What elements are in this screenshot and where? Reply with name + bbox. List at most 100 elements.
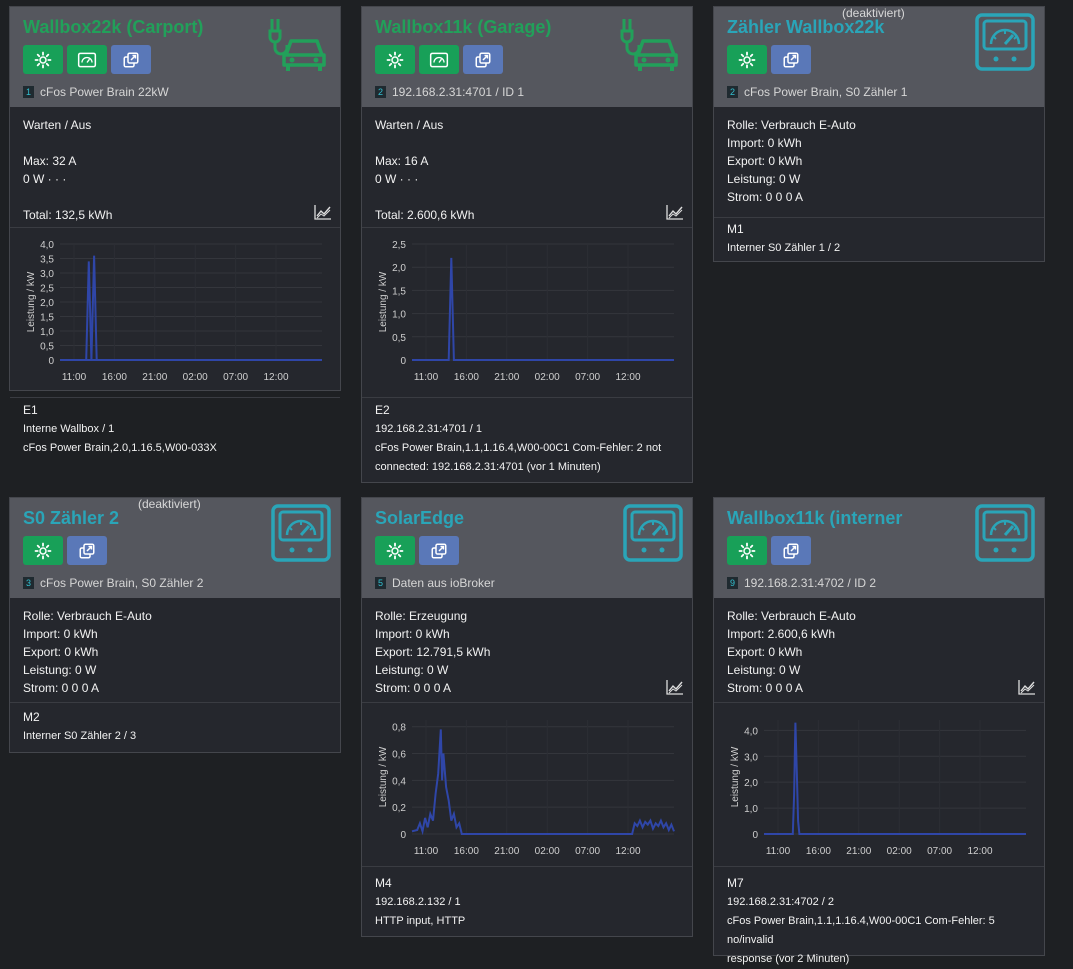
card-title[interactable]: SolarEdge: [375, 508, 465, 528]
y-tick-label: 1,0: [744, 804, 758, 815]
y-tick-label: 2,0: [392, 263, 406, 274]
meter-export: Export: 0 kWh: [727, 154, 803, 168]
meter-power: Leistung: 0 W: [23, 663, 97, 677]
meter-export: Export: 0 kWh: [23, 645, 99, 659]
meter-import: Import: 0 kWh: [23, 627, 98, 641]
external-link-icon: [783, 543, 799, 558]
y-axis-label: Leistung / kW: [378, 746, 389, 807]
settings-button[interactable]: [23, 536, 63, 565]
gear-icon: [738, 542, 756, 559]
card-wallbox22k-carport: Wallbox22k (Carport) 1 cFos Power Brain 2…: [9, 6, 341, 454]
power-chart[interactable]: 4,0 3,0 2,0 1,0 0 11:00 16:00 21:00 02:00 07:00 12…: [714, 710, 1044, 862]
chart-toggle-icon[interactable]: [666, 204, 684, 220]
device-firmware: cFos Power Brain,2.0,1.16.5,W00-033X: [23, 442, 217, 454]
card-title[interactable]: Zähler Wallbox22k: [727, 17, 885, 37]
card-header: SolarEdge 5 Daten aus ioBroker: [362, 498, 692, 598]
meter-role: Rolle: Verbrauch E-Auto: [727, 118, 856, 132]
device-index: 2: [375, 86, 386, 98]
gear-icon: [34, 51, 52, 68]
card-header: Wallbox11k (Garage) 2 192.168.2.31:4701 /…: [362, 7, 692, 107]
y-tick-label: 0: [752, 830, 758, 841]
x-tick-label: 12:00: [615, 846, 640, 857]
x-tick-label: 07:00: [575, 372, 600, 383]
share-button[interactable]: [771, 536, 811, 565]
y-tick-label: 0: [400, 830, 406, 841]
y-tick-label: 2,5: [40, 284, 54, 295]
chart-toggle-icon[interactable]: [314, 204, 332, 220]
card-title[interactable]: Wallbox11k (interner: [727, 508, 903, 528]
x-tick-label: 12:00: [967, 846, 992, 857]
power-chart[interactable]: 4,0 3,5 3,0 2,5 2,0 1,5 1,0 0,5 0 11:00 16:00 21:00…: [10, 232, 340, 392]
device-firmware: cFos Power Brain,1.1,1.16.4,W00-00C1 Com…: [727, 915, 995, 946]
x-tick-label: 12:00: [263, 372, 288, 383]
chart-toggle-icon[interactable]: [1018, 679, 1036, 695]
power-chart[interactable]: 0,8 0,6 0,4 0,2 0 11:00 16:00 21:00 02:00 07:00 12…: [362, 710, 692, 862]
x-tick-label: 11:00: [62, 372, 87, 383]
share-button[interactable]: [67, 536, 107, 565]
x-tick-label: 11:00: [766, 846, 791, 857]
series-line: [60, 255, 322, 361]
meter-icon: [429, 52, 449, 67]
current-power: 0 W · · ·: [375, 172, 419, 186]
share-button[interactable]: [419, 536, 459, 565]
meter-import: Import: 0 kWh: [727, 136, 802, 150]
chart-toggle-icon[interactable]: [666, 679, 684, 695]
y-tick-label: 4,0: [744, 726, 758, 737]
device-subtitle: cFos Power Brain, S0 Zähler 2: [40, 576, 204, 590]
meter-export: Export: 0 kWh: [727, 645, 803, 659]
x-tick-label: 07:00: [927, 846, 952, 857]
device-connection: 192.168.2.31:4701 / 1: [375, 423, 483, 435]
deactivated-label: (deaktiviert): [138, 497, 201, 511]
meter-button[interactable]: [67, 45, 107, 74]
meter-role: Rolle: Verbrauch E-Auto: [23, 609, 152, 623]
card-title[interactable]: Wallbox11k (Garage): [375, 17, 552, 37]
meter-button[interactable]: [419, 45, 459, 74]
total-energy: Total: 2.600,6 kWh: [375, 208, 475, 222]
device-subtitle: Daten aus ioBroker: [392, 576, 495, 590]
x-tick-label: 11:00: [414, 846, 439, 857]
status-text: Warten / Aus: [375, 118, 444, 132]
meter-current: Strom: 0 0 0 A: [23, 681, 100, 695]
y-tick-label: 0,6: [392, 750, 406, 761]
y-tick-label: 2,0: [40, 298, 54, 309]
settings-button[interactable]: [727, 536, 767, 565]
y-tick-label: 3,0: [40, 269, 54, 280]
card-s0-zaehler-2: (deaktiviert) S0 Zähler 2 3 cFos Power Br…: [9, 497, 341, 753]
x-tick-label: 07:00: [223, 372, 248, 383]
meter-icon: [77, 52, 97, 67]
meter-current: Strom: 0 0 0 A: [727, 190, 804, 204]
meter-import: Import: 0 kWh: [375, 627, 450, 641]
share-button[interactable]: [771, 45, 811, 74]
device-connection: Interner S0 Zähler 1 / 2: [727, 242, 841, 254]
x-tick-label: 02:00: [535, 846, 560, 857]
meter-role: Rolle: Verbrauch E-Auto: [727, 609, 856, 623]
card-zaehler-wallbox22k: (deaktiviert) Zähler Wallbox22k 2 cFos Po…: [713, 6, 1045, 262]
device-id: E1: [23, 403, 38, 417]
x-tick-label: 16:00: [454, 372, 479, 383]
x-tick-label: 02:00: [535, 372, 560, 383]
settings-button[interactable]: [375, 45, 415, 74]
settings-button[interactable]: [727, 45, 767, 74]
status-text: Warten / Aus: [23, 118, 92, 132]
card-title[interactable]: Wallbox22k (Carport): [23, 17, 204, 37]
gear-icon: [738, 51, 756, 68]
ev-charger-icon: [620, 19, 678, 71]
x-tick-label: 07:00: [575, 846, 600, 857]
gear-icon: [34, 542, 52, 559]
y-tick-label: 1,0: [40, 327, 54, 338]
device-subtitle: cFos Power Brain 22kW: [40, 85, 169, 99]
total-energy: Total: 132,5 kWh: [23, 208, 113, 222]
device-id: M4: [375, 876, 392, 890]
card-solaredge: SolarEdge 5 Daten aus ioBroker Rolle: Erz…: [361, 497, 693, 937]
series-line: [411, 729, 675, 836]
card-title[interactable]: S0 Zähler 2: [23, 508, 120, 528]
share-button[interactable]: [463, 45, 503, 74]
external-link-icon: [475, 52, 491, 67]
y-tick-label: 1,0: [392, 310, 406, 321]
share-button[interactable]: [111, 45, 151, 74]
device-index: 3: [23, 577, 34, 589]
power-chart[interactable]: 2,5 2,0 1,5 1,0 0,5 0 11:00 16:00 21:00 02:00 07:0…: [362, 232, 692, 392]
y-tick-label: 4,0: [40, 240, 54, 251]
settings-button[interactable]: [375, 536, 415, 565]
settings-button[interactable]: [23, 45, 63, 74]
